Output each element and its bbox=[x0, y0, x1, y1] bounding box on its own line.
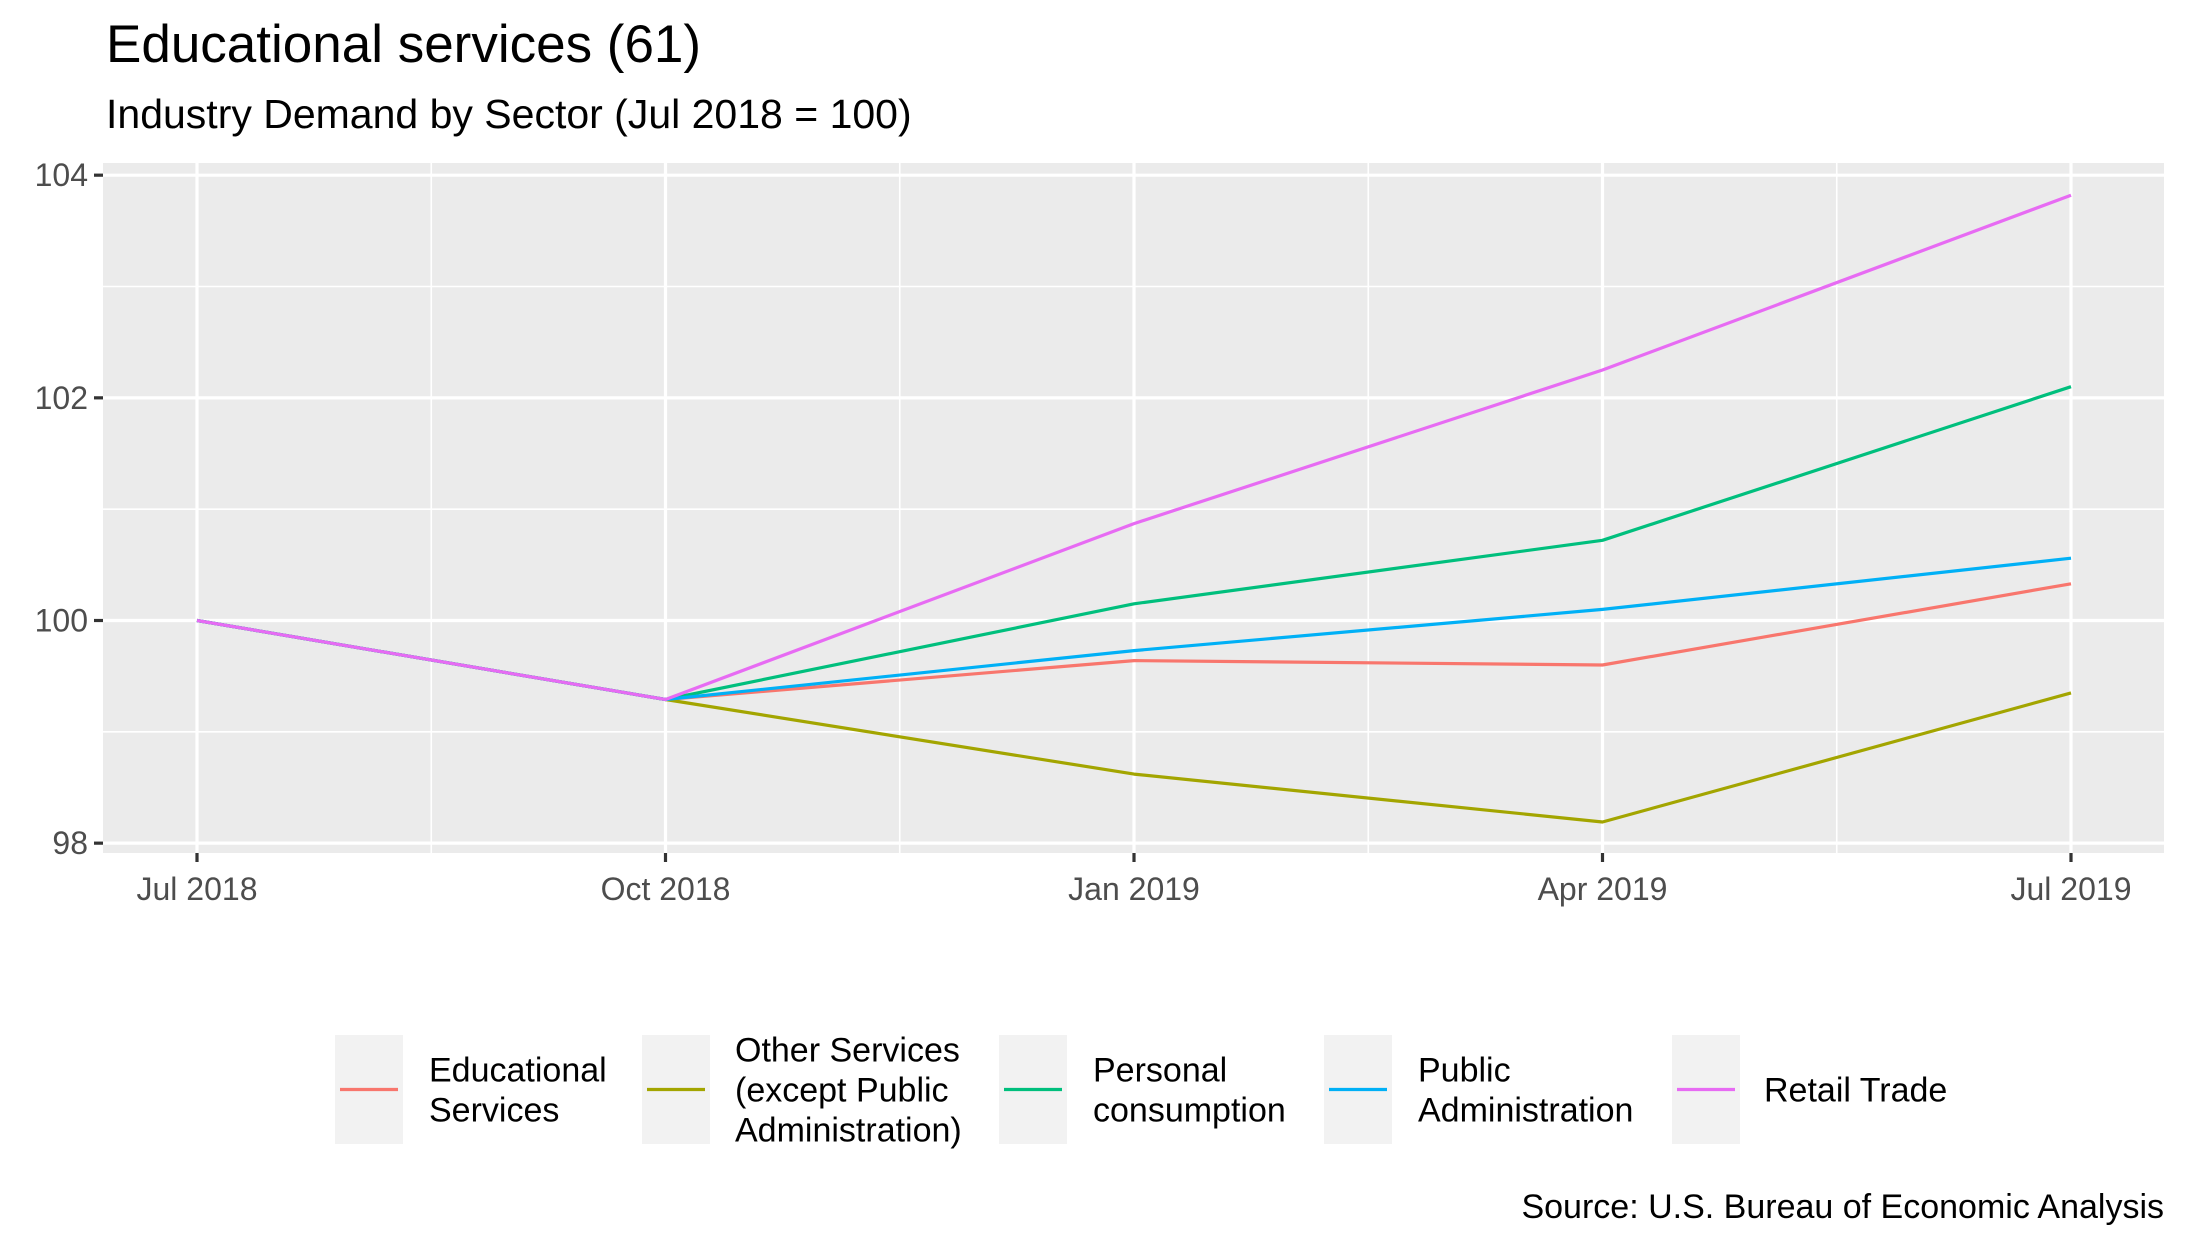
y-axis: 98 100 102 104 bbox=[35, 157, 103, 861]
legend-label: Retail Trade bbox=[1764, 1072, 1947, 1110]
x-tick-label: Apr 2019 bbox=[1538, 871, 1668, 907]
chart-subtitle: Industry Demand by Sector (Jul 2018 = 10… bbox=[106, 91, 912, 137]
legend-label: Services bbox=[429, 1092, 559, 1130]
legend-label: (except Public bbox=[735, 1072, 949, 1110]
legend-label: Administration) bbox=[735, 1112, 962, 1150]
major-gridlines bbox=[103, 163, 2164, 853]
y-tick-label: 102 bbox=[35, 380, 88, 416]
y-tick-label: 100 bbox=[35, 603, 88, 639]
y-tick-label: 98 bbox=[52, 825, 88, 861]
legend-label: Public bbox=[1418, 1052, 1511, 1090]
legend-item: Retail Trade bbox=[1672, 1035, 1947, 1144]
legend-label: Personal bbox=[1093, 1052, 1227, 1090]
legend-item: Other Services(except PublicAdministrati… bbox=[642, 1032, 962, 1150]
chart-caption: Source: U.S. Bureau of Economic Analysis bbox=[1521, 1188, 2164, 1226]
series-lines bbox=[196, 193, 2072, 824]
y-tick-label: 104 bbox=[35, 157, 88, 193]
x-tick-label: Oct 2018 bbox=[601, 871, 731, 907]
legend-label: Administration bbox=[1418, 1092, 1633, 1130]
x-axis: Jul 2018 Oct 2018 Jan 2019 Apr 2019 Jul 2019 bbox=[137, 853, 2132, 907]
x-tick-label: Jan 2019 bbox=[1068, 871, 1200, 907]
legend-label: consumption bbox=[1093, 1092, 1286, 1130]
legend-label: Educational bbox=[429, 1052, 607, 1090]
x-tick-label: Jul 2019 bbox=[2011, 871, 2132, 907]
series-line-retail-trade bbox=[196, 193, 2072, 702]
x-tick-label: Jul 2018 bbox=[137, 871, 258, 907]
chart-title: Educational services (61) bbox=[106, 15, 701, 74]
legend-label: Other Services bbox=[735, 1032, 960, 1070]
